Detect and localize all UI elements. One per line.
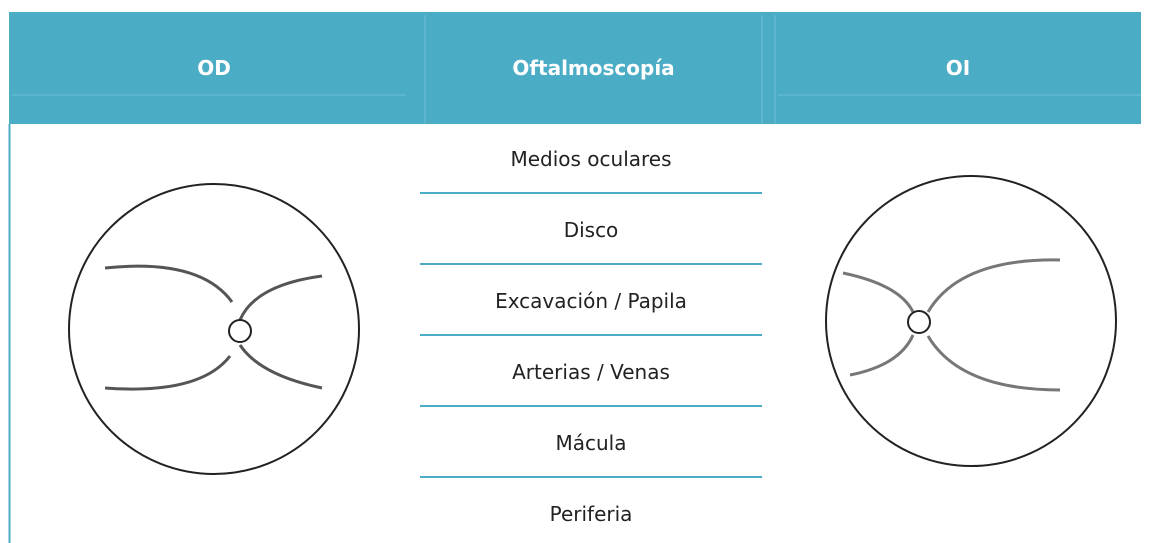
- row-label: Arterias / Venas: [512, 360, 670, 384]
- row-label: Medios oculares: [510, 147, 672, 171]
- row-separator: [420, 476, 762, 478]
- header-cell: Oftalmoscopía: [425, 12, 762, 124]
- row-separator: [420, 334, 762, 336]
- row-separator: [420, 263, 762, 265]
- row-label: Mácula: [555, 431, 627, 455]
- row-separator: [420, 405, 762, 407]
- row-separator: [420, 192, 762, 194]
- row-label: Excavación / Papila: [495, 289, 687, 313]
- header-cell: OI: [775, 12, 1141, 124]
- row-label: Periferia: [549, 502, 633, 526]
- header-cell: OD: [9, 12, 419, 124]
- row-label: Disco: [563, 218, 619, 242]
